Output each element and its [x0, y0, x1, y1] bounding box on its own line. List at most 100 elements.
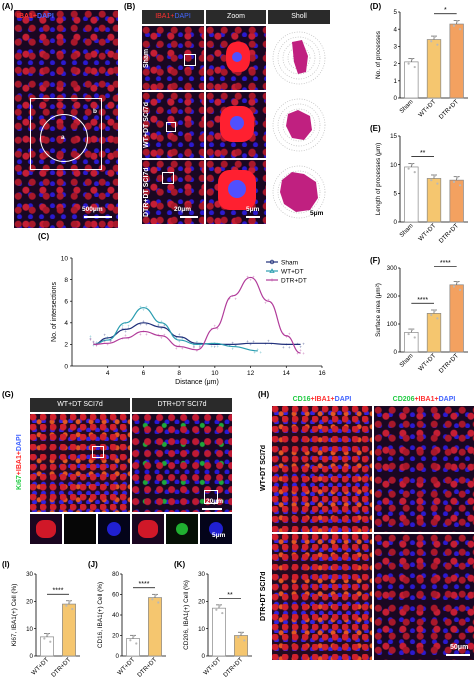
- y-tick-label: 1: [394, 78, 398, 85]
- panel-a-circle: [40, 114, 88, 162]
- x-tick-label: DTR+DT: [136, 656, 158, 678]
- data-point: +: [252, 339, 255, 344]
- data-point: +: [228, 343, 231, 348]
- data-point: +: [259, 350, 262, 355]
- panel-b-letter: (B): [124, 2, 136, 11]
- data-point: [157, 601, 160, 604]
- panel-h-letter: (H): [258, 390, 270, 399]
- y-axis-label: Length of processes (μm): [375, 143, 382, 216]
- y-axis-label: Ki67, IBA1(+) Cell (%): [11, 584, 18, 647]
- y-tick-label: 300: [387, 265, 398, 272]
- x-tick-label: 10: [211, 370, 219, 377]
- panel-b-dtr-zoom: 5μm: [206, 160, 266, 224]
- panel-a-box-label: b: [93, 108, 97, 115]
- data-point: +: [302, 341, 305, 346]
- data-point: [430, 313, 433, 317]
- panel-j-chart: 0 20 40 60 80 CD16, IBA1(+) Cell (%) WT+DT DTR+…: [97, 571, 166, 679]
- data-point: +: [160, 336, 163, 341]
- panel-b-col1-header: IBA1+DAPI: [142, 10, 204, 24]
- data-point: +: [127, 336, 130, 341]
- data-point: +: [264, 341, 267, 346]
- data-point: +: [211, 326, 214, 331]
- data-point: +: [178, 339, 181, 344]
- data-point: [407, 62, 410, 65]
- y-tick-label: 8: [64, 277, 68, 284]
- data-point: +: [145, 332, 148, 337]
- significance-label: ****: [440, 260, 451, 267]
- data-point: +: [288, 345, 291, 350]
- y-tick-label: 5: [394, 9, 398, 16]
- data-point: [43, 637, 46, 640]
- data-point: +: [127, 326, 130, 331]
- data-point: +: [196, 341, 199, 346]
- data-point: +: [181, 335, 184, 340]
- data-point: +: [92, 343, 95, 348]
- data-point: +: [199, 344, 202, 349]
- y-tick-label: 0: [394, 95, 398, 102]
- data-point: +: [157, 333, 160, 338]
- legend-label: Sham: [281, 259, 298, 266]
- legend-marker: +: [270, 278, 274, 284]
- y-tick-label: 100: [387, 321, 398, 328]
- data-point: [452, 285, 456, 288]
- y-tick-label: 0: [30, 653, 34, 660]
- panel-g-col2-header: DTR+DT SCI7d: [132, 398, 232, 412]
- data-point: +: [163, 322, 166, 327]
- data-point: +: [256, 347, 259, 352]
- x-tick-label: Sham: [398, 222, 414, 238]
- data-point: [452, 24, 456, 27]
- data-point: [433, 35, 436, 39]
- data-point: [49, 640, 52, 643]
- significance-label: **: [227, 592, 233, 599]
- data-point: +: [89, 338, 92, 343]
- x-tick-label: 8: [177, 370, 181, 377]
- panel-f-letter: (F): [370, 256, 381, 265]
- panel-c-letter: (C): [38, 232, 50, 241]
- legend-marker: [269, 259, 275, 265]
- data-point: [433, 174, 436, 177]
- data-point: [413, 336, 416, 339]
- y-tick-label: 0: [64, 363, 68, 370]
- panel-g-dtr-image: 20μm: [132, 414, 232, 512]
- panel-a-box: [30, 98, 102, 170]
- panel-e-chart: 0 5 10 15 Length of processes (μm) Sham WT+DT D…: [375, 133, 468, 245]
- panel-g-dtr-green: [166, 514, 198, 544]
- data-point: [221, 611, 224, 615]
- y-tick-label: 0: [394, 349, 398, 356]
- data-point: [129, 639, 132, 642]
- panel-a-letter: (A): [2, 2, 14, 11]
- y-tick-label: 6: [64, 299, 68, 306]
- data-point: [458, 184, 462, 187]
- x-tick-label: Sham: [398, 352, 414, 368]
- x-tick-label: WT+DT: [116, 656, 136, 676]
- data-point: [413, 65, 416, 69]
- panel-h-dtr-cd206: 50μm: [374, 534, 474, 660]
- panel-g-wt-green: [64, 514, 96, 544]
- data-point: +: [296, 341, 299, 346]
- panel-b-wt-overview: WT+DT SCI7d: [142, 92, 204, 158]
- bar: [40, 636, 54, 657]
- data-point: +: [246, 339, 249, 344]
- data-point: [218, 604, 221, 607]
- data-point: +: [246, 274, 249, 279]
- bar: [449, 179, 464, 223]
- data-point: +: [299, 344, 302, 349]
- y-axis-label: CD16, IBA1(+) Cell (%): [97, 582, 104, 648]
- data-point: [407, 332, 410, 336]
- panel-h-col1-header: CD16+IBA1+DAPI: [292, 396, 352, 403]
- data-point: [154, 594, 157, 597]
- data-point: [243, 639, 246, 642]
- data-point: +: [145, 322, 148, 327]
- panel-g-letter: (G): [2, 390, 14, 399]
- bar: [126, 638, 140, 657]
- data-point: +: [211, 344, 214, 349]
- panel-b-col2-header: Zoom: [206, 10, 266, 24]
- data-point: +: [92, 341, 95, 346]
- data-point: +: [89, 334, 92, 339]
- data-point: +: [95, 343, 98, 348]
- data-point: [436, 43, 439, 46]
- panel-b-sham-zoom: [206, 26, 266, 90]
- data-point: +: [139, 332, 142, 337]
- data-point: [237, 636, 240, 639]
- x-tick-label: 12: [247, 370, 255, 377]
